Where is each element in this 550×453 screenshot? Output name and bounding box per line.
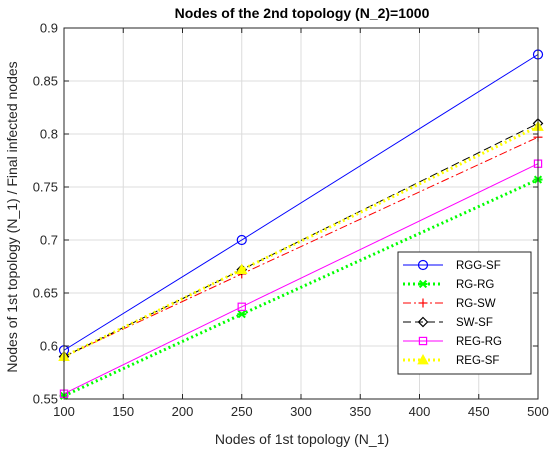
y-tick-label: 0.85 — [33, 74, 58, 89]
legend-item: REG-SF — [403, 353, 499, 367]
legend-marker — [418, 336, 428, 346]
data-point — [235, 263, 248, 275]
legend-label: RG-SW — [456, 298, 496, 310]
x-tick-label: 500 — [527, 404, 549, 419]
legend-item: RG-RG — [403, 279, 494, 291]
legend-box — [397, 251, 532, 375]
data-point — [237, 302, 246, 311]
legend-marker — [418, 298, 428, 308]
legend-marker — [417, 316, 429, 328]
y-tick-label: 0.6 — [40, 339, 58, 354]
legend-label: REG-SF — [456, 355, 499, 367]
legend-marker — [417, 259, 429, 271]
y-tick-label: 0.65 — [33, 286, 58, 301]
legend-label: RGG-SF — [456, 260, 501, 272]
series-line — [63, 125, 539, 358]
legend-marker — [417, 353, 429, 365]
legend-marker — [418, 279, 428, 289]
data-point-c — [237, 310, 246, 319]
x-tick-label: 450 — [468, 404, 490, 419]
legend-item: RGG-SF — [403, 259, 501, 272]
y-tick-label: 0.8 — [40, 127, 58, 142]
data-point — [236, 234, 247, 246]
x-tick-label: 150 — [112, 404, 134, 419]
ticks: 100 150 200 250 300 350 400 450 500 0.55 0.6 0.65 0.… — [33, 21, 549, 420]
legend-label: REG-RG — [456, 336, 502, 348]
x-tick-label: 100 — [53, 404, 75, 419]
x-axis-label: Nodes of 1st topology (N_1) — [215, 431, 389, 447]
y-axis-label: Nodes of 1st topology (N_1) / Final infe… — [4, 61, 20, 372]
legend-label: SW-SF — [456, 317, 493, 329]
legend-label: RG-RG — [456, 279, 494, 291]
y-tick-label: 0.7 — [40, 233, 58, 248]
y-tick-label: 0.75 — [33, 180, 58, 195]
legend-item: RG-SW — [403, 298, 496, 310]
legend-item: SW-SF — [403, 316, 493, 329]
data-point — [237, 310, 247, 319]
x-tick-label: 400 — [409, 404, 431, 419]
chart-title: Nodes of the 2nd topology (N_2)=1000 — [175, 5, 430, 21]
x-tick-label: 300 — [290, 404, 312, 419]
series-layer — [58, 49, 544, 400]
y-tick-label: 0.9 — [40, 21, 58, 36]
legend-item: REG-RG — [403, 336, 502, 348]
y-tick-label: 0.55 — [33, 392, 58, 407]
legend: RGG-SF RG-RG RG-SW SW-SF REG-RG REG-SF — [397, 251, 532, 375]
series-line — [63, 163, 539, 395]
legend-marker-c — [418, 279, 428, 289]
x-tick-label: 250 — [231, 404, 253, 419]
series-line — [63, 54, 539, 351]
x-tick-label: 350 — [349, 404, 371, 419]
x-tick-label: 200 — [172, 404, 194, 419]
